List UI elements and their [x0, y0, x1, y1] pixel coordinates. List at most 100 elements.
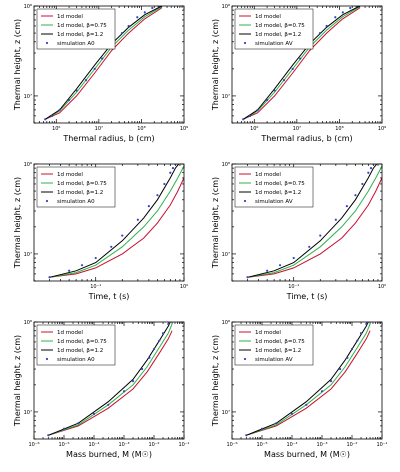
y-tick-label: 10⁷: [24, 410, 32, 416]
data-point: [136, 16, 139, 19]
x-tick-label: 10⁻¹: [90, 284, 101, 290]
y-tick-label: 10⁷: [222, 410, 230, 416]
x-tick-label: 10⁻¹: [178, 442, 189, 448]
data-point: [110, 245, 113, 248]
plot-area: [44, 6, 162, 121]
y-axis-label: Thermal height, z (cm): [13, 335, 22, 427]
legend-swatch: [243, 199, 247, 203]
data-point: [120, 31, 124, 35]
data-point: [246, 276, 249, 279]
data-point: [291, 67, 294, 70]
data-point: [242, 118, 245, 121]
data-point: [338, 367, 342, 371]
y-tick-label: 10⁸: [222, 320, 230, 326]
plot-area: [245, 322, 371, 437]
legend-label: simulation AV: [255, 357, 293, 363]
legend-label: 1d model: [255, 172, 281, 178]
data-point: [77, 422, 80, 425]
legend-label: 1d model, β=1.2: [255, 190, 301, 196]
data-point: [48, 276, 51, 279]
series-line: [48, 323, 173, 436]
data-point: [80, 264, 84, 267]
plot-area: [48, 164, 184, 279]
data-point: [290, 412, 294, 416]
data-point: [92, 412, 96, 416]
series-line: [246, 322, 369, 436]
x-tick-label: 10⁸: [137, 126, 145, 132]
x-tick-label: 10⁻³: [118, 442, 129, 448]
data-point: [369, 167, 373, 170]
legend-label: 1d model, β=1.2: [57, 32, 103, 38]
legend-label: simulation A0: [57, 357, 95, 363]
data-point: [292, 256, 295, 260]
data-point: [148, 356, 151, 359]
legend-label: 1d model, β=1.2: [57, 190, 103, 196]
y-tick-label: 10⁷: [222, 94, 230, 100]
series-line: [242, 6, 360, 120]
series-line: [44, 7, 162, 120]
data-point: [122, 390, 126, 393]
x-tick-label: 10⁻⁴: [286, 442, 297, 448]
data-point: [245, 434, 248, 437]
data-point: [282, 78, 286, 82]
series-line: [49, 177, 184, 278]
chart-panel-1: 10⁶ 10⁷ 10⁸ 10⁹ 10⁷ 10⁸ 1d model 1d model, β=0.…: [13, 4, 188, 143]
data-point: [256, 108, 259, 111]
data-point: [359, 332, 363, 335]
y-axis-label: Thermal height, z (cm): [211, 177, 220, 269]
legend-label: simulation A0: [57, 199, 95, 205]
y-tick-label: 10⁷: [222, 252, 230, 258]
legend: 1d model 1d model, β=0.75 1d model, β=1.2 s…: [234, 8, 314, 50]
x-tick-label: 10⁻¹: [376, 442, 387, 448]
plot-frame: [231, 5, 383, 124]
x-tick-label: 10⁷: [95, 126, 103, 132]
legend: 1d model 1d model, β=0.75 1d model, β=1.2 s…: [36, 166, 116, 208]
legend-label: 1d model, β=1.2: [255, 348, 301, 354]
data-point: [62, 427, 66, 430]
series-line: [44, 6, 162, 120]
series-line: [49, 165, 184, 278]
legend-label: simulation AV: [255, 199, 293, 205]
x-axis-label: Time, t (s): [286, 292, 328, 301]
legend-label: 1d model, β=0.75: [255, 23, 305, 29]
legend: 1d model 1d model, β=0.75 1d model, β=1.2 s…: [36, 324, 116, 366]
x-axis-label: Thermal radius, b (cm): [260, 134, 352, 143]
legend-label: 1d model, β=0.75: [255, 181, 305, 187]
data-point: [169, 171, 172, 174]
data-point: [334, 16, 337, 19]
x-axis-label: Thermal radius, b (cm): [62, 134, 154, 143]
x-tick-label: 10⁻²: [346, 442, 357, 448]
data-point: [273, 89, 276, 92]
series-line: [246, 323, 371, 436]
data-point: [308, 245, 311, 248]
data-point: [151, 6, 154, 10]
legend-label: simulation A0: [57, 41, 95, 47]
y-tick-label: 10⁸: [24, 4, 32, 10]
x-tick-label: 10⁹: [378, 126, 386, 132]
data-point: [275, 422, 278, 425]
x-axis-label: Mass burned, M (M☉): [66, 450, 152, 459]
data-point: [367, 171, 370, 174]
y-tick-label: 10⁸: [222, 4, 230, 10]
legend-swatch: [243, 41, 247, 45]
legend-label: simulation AV: [255, 41, 293, 47]
data-point: [320, 390, 324, 393]
data-point: [299, 57, 302, 60]
data-point: [101, 57, 104, 60]
y-axis-label: Thermal height, z (cm): [13, 19, 22, 111]
y-tick-label: 10⁸: [24, 162, 32, 168]
legend-label: 1d model: [255, 330, 281, 336]
y-axis-label: Thermal height, z (cm): [211, 19, 220, 111]
data-point: [67, 98, 71, 102]
data-point: [319, 234, 322, 237]
data-point: [58, 108, 61, 111]
y-axis-label: Thermal height, z (cm): [13, 177, 22, 269]
series-line: [44, 6, 162, 120]
y-axis-label: Thermal height, z (cm): [211, 335, 220, 427]
legend-swatch: [45, 357, 49, 361]
x-tick-label: 10⁰: [180, 284, 188, 290]
